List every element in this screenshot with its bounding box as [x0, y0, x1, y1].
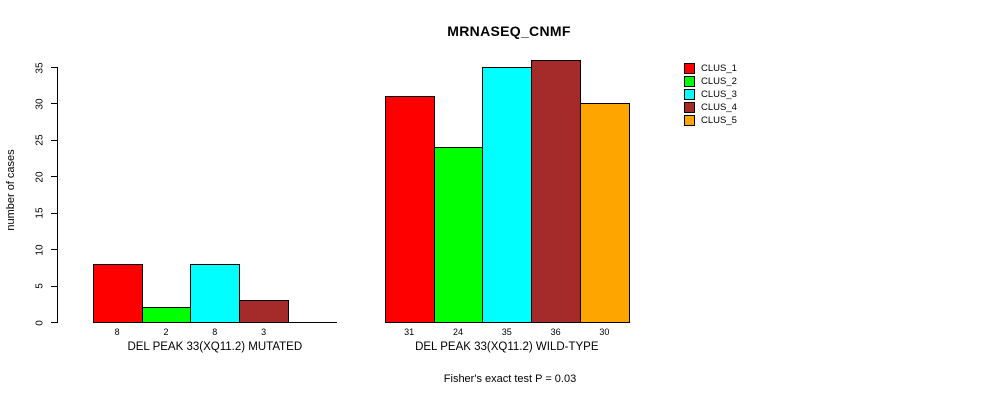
group-label-wild-type: DEL PEAK 33(XQ11.2) WILD-TYPE: [415, 341, 599, 353]
legend-entry-clus_3: CLUS_3: [684, 88, 737, 101]
legend-swatch-clus_1: [684, 63, 695, 74]
y-tick-label: 5: [34, 283, 46, 289]
bar-value-label: 31: [404, 327, 415, 337]
legend-entry-clus_2: CLUS_2: [684, 75, 737, 88]
y-axis-label: number of cases: [5, 149, 17, 231]
bar-value-label: 8: [212, 327, 218, 337]
y-tick-label: 30: [34, 98, 46, 110]
bar-clus_1-wild-type: [384, 96, 435, 323]
legend-entry-clus_1: CLUS_1: [684, 62, 737, 75]
bar-value-label: 2: [163, 327, 169, 337]
y-axis-line: [57, 67, 58, 323]
y-axis-tick: [51, 249, 57, 251]
legend: CLUS_1 CLUS_2 CLUS_3 CLUS_4 CLUS_5: [684, 62, 737, 127]
bar-clus_1-mutated: [92, 263, 143, 323]
y-tick-label: 35: [34, 61, 46, 74]
y-axis-tick: [51, 103, 57, 105]
bar-clus_5-wild-type: [580, 103, 630, 323]
group-label-mutated: DEL PEAK 33(XQ11.2) MUTATED: [127, 341, 303, 353]
legend-swatch-clus_5: [684, 115, 695, 126]
legend-swatch-clus_2: [684, 76, 695, 87]
legend-label: CLUS_3: [701, 89, 737, 100]
legend-swatch-clus_3: [684, 89, 695, 100]
y-tick-label: 0: [34, 319, 46, 326]
legend-label: CLUS_2: [701, 76, 737, 87]
y-tick-label: 20: [34, 171, 46, 183]
bar-value-label: 35: [501, 327, 512, 337]
bar-clus_2-mutated: [141, 307, 192, 323]
bar-value-label: 3: [261, 327, 267, 337]
legend-label: CLUS_1: [701, 63, 737, 74]
y-tick-label: 25: [34, 134, 46, 146]
fisher-test-annotation: Fisher's exact test P = 0.03: [443, 373, 577, 385]
bar-clus_2-wild-type: [433, 147, 484, 323]
legend-swatch-clus_4: [684, 102, 695, 113]
bar-value-label: 8: [114, 327, 120, 337]
y-axis-tick: [51, 67, 57, 68]
y-axis-tick: [51, 212, 57, 214]
y-axis-tick: [51, 322, 57, 323]
legend-entry-clus_5: CLUS_5: [684, 114, 737, 127]
legend-entry-clus_4: CLUS_4: [684, 101, 737, 114]
chart-title: MRNASEQ_CNMF: [447, 23, 571, 39]
bar-value-label: 24: [452, 327, 464, 337]
legend-label: CLUS_4: [701, 102, 737, 113]
legend-label: CLUS_5: [701, 115, 737, 126]
y-axis-tick: [51, 176, 57, 178]
bar-value-label: 36: [550, 327, 561, 337]
bar-clus_4-mutated: [239, 300, 289, 323]
y-axis-tick: [51, 285, 57, 287]
bar-clus_3-wild-type: [482, 67, 533, 323]
y-tick-label: 15: [34, 207, 46, 219]
y-axis-tick: [51, 139, 57, 141]
bar-clus_3-mutated: [190, 263, 241, 323]
bar-value-label: 30: [599, 327, 610, 337]
bar-clus_4-wild-type: [531, 59, 581, 323]
y-tick-label: 10: [34, 244, 46, 256]
